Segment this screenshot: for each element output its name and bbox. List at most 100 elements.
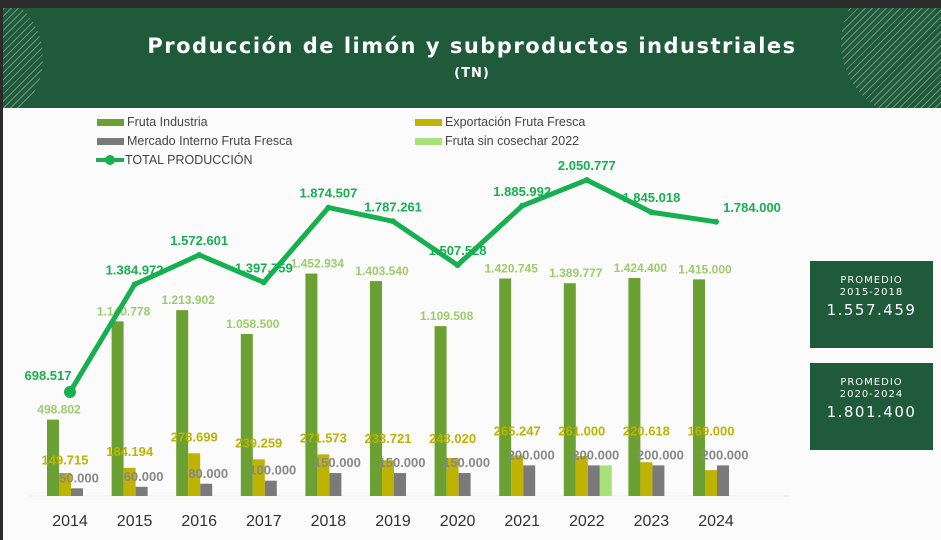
left-strip: [0, 0, 3, 540]
header-banner: Producción de limón y subproductos indus…: [3, 8, 941, 108]
legend-sin-cosechar: Fruta sin cosechar 2022: [415, 134, 579, 148]
legend-swatch: [97, 118, 124, 126]
data-label-fruta-industria: 1.213.902: [162, 293, 216, 307]
x-tick-label: 2015: [117, 513, 153, 530]
bar-fruta-industria-2019: [370, 281, 382, 496]
legend-label: Mercado Interno Fruta Fresca: [127, 134, 293, 148]
data-label-total: 1.784.000: [723, 200, 781, 215]
data-label-mercado-interno: 200.000: [572, 447, 619, 462]
data-label-exportacion: 278.699: [171, 429, 218, 444]
legend-mercado-interno: Mercado Interno Fruta Fresca: [97, 134, 292, 148]
data-label-mercado-interno: 150.000: [379, 455, 426, 470]
data-label-total: 1.507.528: [429, 243, 487, 258]
bar-mercado-interno-fruta-fresca-2017: [264, 480, 277, 496]
legend-swatch: [97, 137, 124, 145]
data-label-fruta-industria: 498.802: [37, 403, 81, 417]
data-label-exportacion: 248.020: [429, 431, 476, 446]
legend-total: TOTAL PRODUCCIÓN: [95, 153, 253, 167]
total-point-2024: [713, 218, 719, 225]
data-label-total: 1.397.759: [235, 260, 293, 275]
data-label-exportacion: 239.259: [235, 435, 282, 450]
data-label-exportacion: 265.247: [494, 423, 541, 438]
legend-line-marker-icon: [96, 155, 124, 165]
legend-label: Fruta sin cosechar 2022: [445, 134, 580, 148]
bar-fruta-industria-2017: [240, 333, 253, 496]
total-point-2017: [260, 279, 267, 286]
data-label-mercado-interno: 80.000: [188, 466, 228, 481]
bar-fruta-industria-2020: [434, 326, 447, 496]
bar-fruta-industria-2023: [628, 277, 641, 496]
total-point-2020: [454, 262, 461, 269]
data-label-exportacion: 271.573: [300, 430, 347, 445]
bar-exportaci-n-fruta-fresca-2020: [446, 458, 459, 496]
x-tick-label: 2019: [375, 513, 411, 530]
total-point-2021: [519, 202, 526, 209]
data-label-total: 698.517: [25, 368, 72, 383]
x-tick-label: 2014: [52, 513, 88, 530]
data-label-fruta-industria: 1.058.500: [226, 317, 280, 331]
data-label-total: 1.885.992: [493, 184, 551, 199]
bar-mercado-interno-fruta-fresca-2024: [717, 465, 729, 496]
total-point-2018: [325, 204, 332, 211]
total-point-2015: [131, 281, 138, 288]
bar-mercado-interno-fruta-fresca-2021: [523, 465, 536, 496]
bar-exportaci-n-fruta-fresca-2015: [123, 467, 136, 496]
bar-mercado-interno-fruta-fresca-2022: [587, 465, 600, 496]
average-period: 2020-2024: [839, 389, 904, 400]
bar-mercado-interno-fruta-fresca-2014: [71, 488, 83, 496]
bar-fruta-industria-2024: [693, 279, 705, 496]
data-label-mercado-interno: 200.000: [702, 447, 749, 462]
total-point-2016: [196, 251, 203, 258]
legend-label: Fruta Industria: [127, 115, 208, 129]
x-tick-label: 2018: [311, 513, 347, 530]
total-point-2023: [648, 209, 655, 216]
page-subtitle: (TN): [454, 66, 490, 81]
data-label-exportacion: 233.721: [365, 431, 412, 446]
data-label-total: 1.787.261: [364, 199, 422, 214]
data-label-fruta-industria: 1.452.934: [291, 257, 345, 271]
x-tick-label: 2021: [504, 513, 540, 530]
data-label-mercado-interno: 60.000: [124, 469, 164, 484]
data-label-mercado-interno: 200.000: [637, 447, 684, 462]
data-label-mercado-interno: 150.000: [314, 455, 361, 470]
bar-exportaci-n-fruta-fresca-2018: [317, 454, 330, 496]
average-label: PROMEDIO: [840, 275, 903, 286]
total-point-2014: [64, 386, 76, 398]
data-label-fruta-industria: 1.415.000: [678, 262, 732, 276]
x-tick-label: 2017: [246, 513, 282, 530]
data-label-total: 2.050.777: [558, 158, 616, 173]
bar-fruta-industria-2016: [176, 310, 189, 496]
data-label-exportacion: 169.000: [688, 423, 735, 438]
top-strip: [0, 0, 941, 8]
legend-fruta-industria: Fruta Industria: [97, 115, 208, 129]
data-label-exportacion: 261.000: [558, 423, 605, 438]
data-label-fruta-industria: 1.140.778: [97, 304, 151, 318]
data-label-exportacion: 220.618: [623, 423, 670, 438]
average-box-2015-2018: PROMEDIO 2015-2018 1.557.459: [810, 261, 933, 348]
bar-exportaci-n-fruta-fresca-2024: [705, 470, 717, 496]
page-title: Producción de limón y subproductos indus…: [147, 34, 797, 58]
data-label-fruta-industria: 1.424.400: [614, 261, 668, 275]
data-label-total: 1.845.018: [622, 190, 680, 205]
data-label-fruta-industria: 1.109.508: [420, 309, 474, 323]
total-point-2019: [390, 218, 396, 225]
legend-label: TOTAL PRODUCCIÓN: [125, 153, 253, 167]
legend-swatch: [415, 118, 442, 126]
total-point-2022: [583, 176, 590, 183]
bar-exportaci-n-fruta-fresca-2014: [59, 473, 71, 496]
data-label-fruta-industria: 1.420.745: [485, 261, 539, 275]
bar-mercado-interno-fruta-fresca-2019: [394, 473, 406, 496]
x-tick-label: 2022: [569, 513, 605, 530]
x-tick-label: 2024: [698, 513, 734, 530]
average-period: 2015-2018: [839, 287, 904, 298]
data-label-total: 1.384.972: [106, 262, 164, 277]
legend-label: Exportación Fruta Fresca: [445, 115, 586, 129]
bar-mercado-interno-fruta-fresca-2018: [329, 473, 342, 496]
bar-fruta-industria-2018: [305, 273, 318, 496]
bar-exportaci-n-fruta-fresca-2016: [188, 453, 201, 496]
data-label-mercado-interno: 150.000: [443, 455, 490, 470]
x-tick-label: 2020: [440, 513, 476, 530]
legend-swatch: [415, 137, 442, 145]
bar-fruta-sin-cosechar--2022: [599, 465, 612, 496]
bar-fruta-industria-2022: [563, 283, 576, 496]
